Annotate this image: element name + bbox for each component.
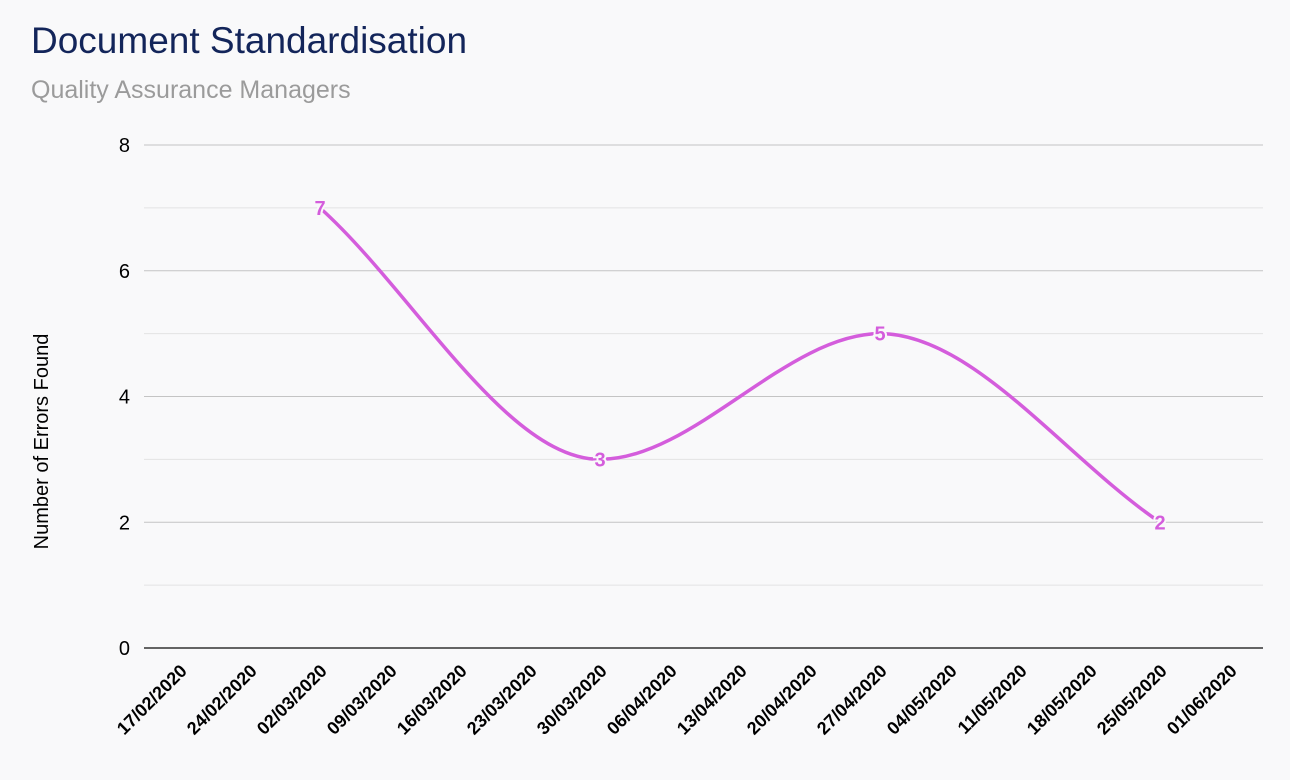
x-tick-label: 02/03/2020 xyxy=(253,661,331,739)
x-tick-label: 23/03/2020 xyxy=(463,661,541,739)
y-tick-label: 0 xyxy=(119,638,130,660)
x-tick-label: 27/04/2020 xyxy=(813,661,891,739)
x-tick-label: 24/02/2020 xyxy=(183,661,261,739)
data-label: 2 xyxy=(1154,512,1165,534)
gridlines xyxy=(144,144,1263,586)
x-tick-label: 01/06/2020 xyxy=(1163,661,1241,739)
x-tick-label: 13/04/2020 xyxy=(673,661,751,739)
y-tick-label: 6 xyxy=(119,261,130,283)
x-tick-label: 16/03/2020 xyxy=(393,661,471,739)
x-tick-label: 20/04/2020 xyxy=(743,661,821,739)
x-tick-label: 04/05/2020 xyxy=(883,661,961,739)
y-tick-label: 2 xyxy=(119,512,130,534)
series-line xyxy=(318,206,1162,524)
x-tick-label: 30/03/2020 xyxy=(533,661,611,739)
series xyxy=(318,205,1162,525)
x-tick-label: 11/05/2020 xyxy=(954,661,1031,738)
data-point xyxy=(318,205,322,210)
y-tick-label: 8 xyxy=(119,135,130,157)
x-tick-label: 17/02/2020 xyxy=(113,661,191,739)
y-axis-label: Number of Errors Found xyxy=(31,334,53,550)
data-point xyxy=(598,457,602,462)
y-axis-ticks: 0 2 4 6 8 xyxy=(119,135,130,660)
data-labels: 7 3 5 2 xyxy=(312,196,1167,536)
data-point xyxy=(878,331,882,336)
x-tick-label: 25/05/2020 xyxy=(1093,661,1171,739)
chart-title: Document Standardisation xyxy=(31,20,468,61)
x-tick-label: 18/05/2020 xyxy=(1023,661,1101,739)
x-tick-label: 06/04/2020 xyxy=(603,661,681,739)
x-tick-label: 09/03/2020 xyxy=(323,661,401,739)
data-point xyxy=(1158,520,1162,525)
data-label: 3 xyxy=(594,449,605,471)
chart-subtitle: Quality Assurance Managers xyxy=(31,76,351,104)
x-axis-ticks: 17/02/202024/02/202002/03/202009/03/2020… xyxy=(113,661,1241,739)
data-label: 5 xyxy=(874,324,885,346)
data-label: 7 xyxy=(314,198,325,220)
y-tick-label: 4 xyxy=(119,387,130,409)
